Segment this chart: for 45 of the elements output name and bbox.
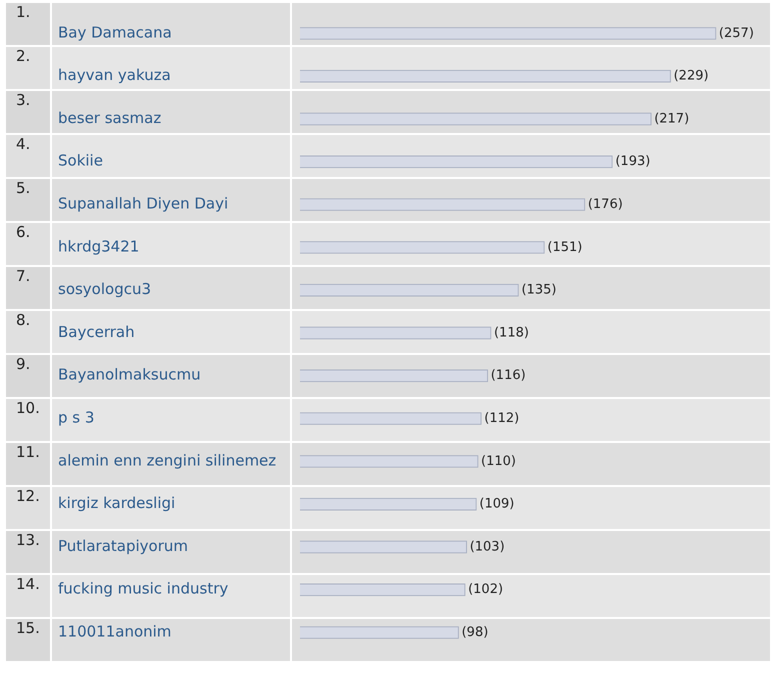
data-label: (103)	[470, 539, 505, 554]
text: 5.	[16, 179, 30, 199]
text: 11.	[16, 443, 40, 463]
data-label: (116)	[490, 368, 526, 384]
y-tick-label: hkrdg3421	[58, 237, 140, 256]
y-tick-label: fucking music industry	[58, 580, 228, 598]
text: 14.	[16, 575, 40, 595]
data-label: (110)	[481, 454, 516, 469]
text: 9.	[16, 355, 30, 375]
text: 15.	[16, 619, 40, 639]
data-label: (176)	[588, 196, 623, 212]
y-tick-label: Bayanolmaksucmu	[58, 366, 201, 384]
data-label: (102)	[468, 582, 504, 598]
text: 6.	[16, 223, 30, 243]
y-tick-label: 110011anonim	[58, 622, 172, 640]
data-label: (109)	[479, 496, 514, 512]
text: 13.	[16, 531, 40, 551]
y-tick-label: alemin enn zengini silinemez	[58, 451, 276, 470]
data-label: (193)	[615, 154, 650, 170]
y-tick-label: Sokiie	[58, 152, 103, 170]
data-label: (98)	[462, 624, 488, 640]
text: 8.	[16, 311, 30, 331]
data-label: (135)	[521, 282, 556, 298]
text: 7.	[16, 267, 30, 287]
y-tick-label: Bay Damacana	[58, 23, 172, 42]
y-tick-label: sosyologcu3	[58, 280, 152, 298]
text: 2.	[16, 47, 30, 67]
y-tick-label: Baycerrah	[58, 322, 135, 341]
data-label: (151)	[547, 240, 582, 255]
y-tick-label: kirgiz kardesligi	[58, 494, 176, 512]
y-tick-label: p s 3	[58, 408, 94, 426]
text: 1.	[16, 3, 30, 23]
data-label: (229)	[674, 68, 709, 84]
y-tick-label: Putlaratapiyorum	[58, 536, 188, 555]
y-tick-label: hayvan yakuza	[58, 66, 171, 84]
data-label: (112)	[484, 410, 520, 426]
data-label: (118)	[494, 325, 529, 340]
y-tick-label: Supanallah Diyen Dayi	[58, 194, 228, 212]
y-tick-label: beser sasmaz	[58, 108, 162, 127]
text: 10.	[16, 399, 40, 419]
text: 3.	[16, 91, 30, 111]
text: 12.	[16, 487, 40, 507]
text: 4.	[16, 135, 30, 155]
data-label: (217)	[654, 111, 690, 126]
data-label: (257)	[718, 26, 754, 41]
